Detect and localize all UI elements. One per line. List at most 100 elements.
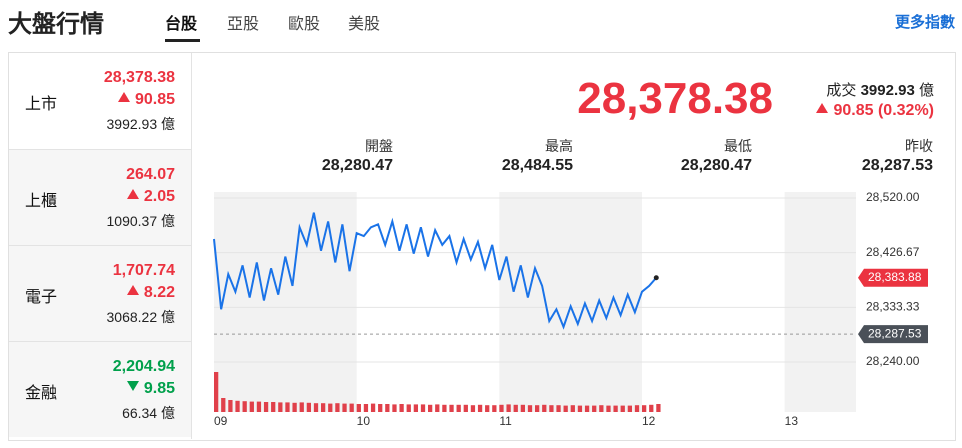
volume-bar [428, 404, 433, 412]
index-row[interactable]: 上市 28,378.38 90.85 3992.93 億 [9, 53, 191, 148]
stat-label: 開盤 [365, 138, 393, 154]
session-band [499, 192, 642, 412]
volume-bar [563, 405, 568, 412]
volume-bar [292, 402, 297, 412]
tab[interactable]: 台股 [165, 16, 198, 33]
volume-bar [520, 404, 526, 412]
volume-bar [271, 402, 276, 412]
session-band [214, 192, 357, 412]
volume-bar [499, 404, 504, 412]
volume-bar [321, 403, 326, 412]
last-price-tag-label: 28,383.88 [868, 270, 922, 284]
index-name: 上櫃 [25, 193, 58, 210]
volume-bar [349, 403, 354, 412]
volume-bar [649, 404, 654, 412]
volume-bar [313, 403, 319, 412]
volume-bar [249, 401, 254, 412]
volume-bar [577, 405, 583, 412]
volume-bar [399, 404, 404, 412]
index-row[interactable]: 上櫃 264.07 2.05 1090.37 億 [9, 149, 191, 245]
volume-bar [592, 405, 597, 412]
x-tick-label: 10 [357, 414, 371, 428]
tab-underline [165, 39, 200, 42]
volume-bar [656, 404, 661, 412]
arrow [816, 103, 829, 113]
volume-bar [634, 405, 640, 412]
index-change: 9.85 [126, 380, 175, 398]
volume-bar [406, 404, 411, 412]
index-price: 1,707.74 [112, 262, 175, 279]
volume-bar [527, 405, 533, 412]
page-title: 大盤行情 [8, 11, 104, 38]
turnover-label: 成交 [826, 82, 857, 99]
index-change: 90.85 [117, 91, 175, 109]
tab[interactable]: 美股 [348, 16, 381, 33]
turnover: 成交 3992.93 億 [826, 79, 934, 100]
volume-bar [570, 405, 575, 412]
ref-price-tag [858, 325, 928, 344]
volume-bar [435, 404, 440, 412]
volume-bar [449, 404, 454, 412]
volume-bar [420, 404, 426, 412]
volume-bar [620, 405, 625, 412]
last-point [653, 275, 659, 281]
volume-bar [242, 401, 247, 412]
volume-bar [356, 404, 361, 412]
volume-bar [263, 402, 269, 412]
tab[interactable]: 亞股 [227, 16, 260, 33]
stat-label: 最低 [724, 138, 752, 154]
volume-bar [363, 404, 369, 412]
index-price: 264.07 [126, 166, 175, 183]
index-row[interactable]: 電子 1,707.74 8.22 3068.22 億 [9, 245, 191, 341]
panel [8, 52, 956, 441]
index-change: 8.22 [126, 284, 175, 302]
volume-bar [606, 405, 611, 412]
volume-bar [342, 403, 347, 412]
volume-bar [370, 403, 376, 412]
volume-bar [477, 404, 483, 412]
volume-bar [463, 404, 468, 412]
stat-value: 28,280.47 [321, 157, 393, 174]
more-link[interactable]: 更多指數 [894, 14, 955, 31]
stat-label: 最高 [545, 138, 573, 154]
volume-bar [235, 400, 240, 412]
arrow [117, 92, 130, 102]
volume-bar [549, 405, 554, 412]
x-tick-label: 09 [214, 414, 228, 428]
volume-bar [221, 398, 226, 412]
turnover-value: 3992.93 [860, 82, 915, 99]
x-tick-label: 12 [642, 414, 656, 428]
index-name: 電子 [25, 289, 58, 306]
volume-bar [556, 405, 561, 412]
index-change: 2.05 [126, 188, 175, 206]
volume-bar [535, 405, 540, 412]
index-price: 28,378.38 [577, 74, 773, 123]
change-text: 8.22 [143, 284, 175, 301]
index-price: 2,204.94 [112, 358, 175, 375]
volume-bar [378, 404, 383, 412]
index-change: 90.85 (0.32%) [816, 102, 934, 120]
stat-label: 昨收 [905, 138, 933, 154]
index-row[interactable]: 金融 2,204.94 9.85 66.34 億 [9, 341, 191, 437]
arrow [126, 285, 139, 295]
last-price-tag [858, 268, 928, 287]
turnover-unit: 億 [918, 82, 934, 99]
volume-bar [214, 372, 219, 412]
y-tick-label: 28,426.67 [866, 245, 920, 259]
y-tick-label: 28,333.33 [866, 300, 920, 314]
change-text: 9.85 [143, 380, 175, 397]
volume-bar [328, 403, 333, 412]
x-tick-label: 11 [499, 414, 512, 428]
index-price: 28,378.38 [103, 69, 175, 86]
change-text: 2.05 [143, 188, 175, 205]
volume-bar [442, 404, 447, 412]
volume-bar [485, 405, 490, 412]
volume-bar [470, 405, 476, 412]
divider [191, 53, 192, 439]
volume-bar [584, 405, 590, 412]
tab[interactable]: 歐股 [288, 16, 321, 33]
index-volume: 3068.22 億 [106, 309, 176, 325]
stat-value: 28,280.47 [680, 157, 752, 174]
